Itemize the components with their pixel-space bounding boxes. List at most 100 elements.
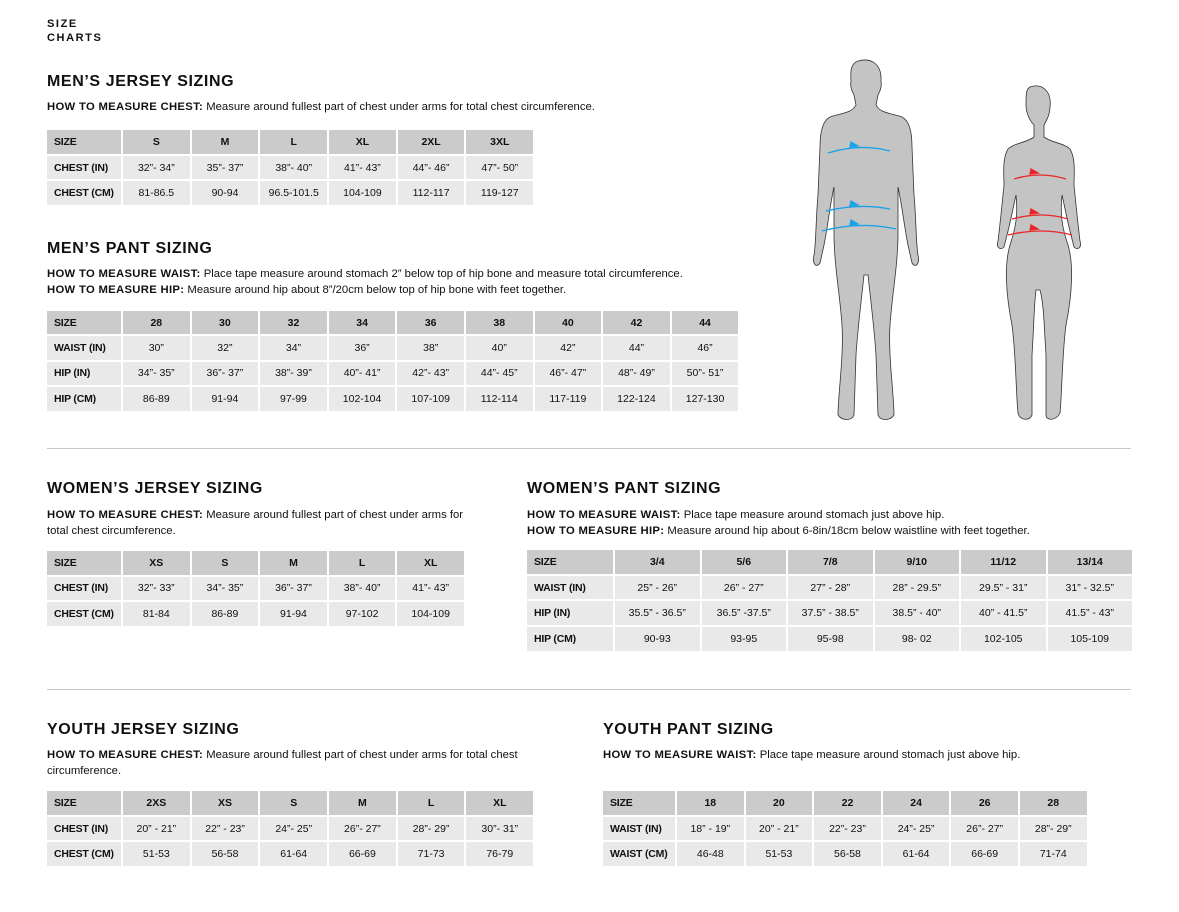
table-cell: 26” - 27” [701,575,786,600]
table-cell: 122-124 [603,387,670,411]
table-cell: 112-117 [397,181,465,206]
howto-label: HOW TO MEASURE WAIST: [527,509,681,521]
row-label: CHEST (IN) [47,155,121,180]
column-header: 3/4 [615,550,700,574]
table-header-row: SIZE XS S M L XL [47,551,464,575]
column-header: 30 [191,311,259,335]
women-pant-howto: HOW TO MEASURE WAIST: Place tape measure… [527,508,1147,539]
table-row: WAIST (CM) 46-48 51-53 56-58 61-64 66-69 71-74 [603,842,1087,867]
table-cell: 22”- 23” [814,816,881,841]
table-cell: 56-58 [191,842,259,867]
table-cell: 104-109 [329,181,396,206]
table-cell: 41.5” - 43” [1047,601,1132,626]
table-cell: 97-99 [260,387,327,411]
column-header: 28 [1019,791,1087,815]
table-cell: 91-94 [191,387,259,411]
table-cell: 90-93 [615,627,700,651]
howto-text: Place tape measure around stomach just a… [756,749,1021,761]
youth-pant-howto: HOW TO MEASURE WAIST: Place tape measure… [603,748,1143,764]
column-header: M [191,130,259,154]
column-header-size: SIZE [603,791,675,815]
table-cell: 38.5” - 40” [874,601,959,626]
row-label: HIP (CM) [47,387,121,411]
column-header: 13/14 [1047,550,1132,574]
howto-text: Measure around hip about 8”/20cm below t… [184,283,567,296]
table-cell: 28”- 29” [1019,816,1087,841]
table-cell: 81-86.5 [123,181,190,206]
table-cell: 61-64 [260,842,328,867]
row-label: CHEST (IN) [47,816,121,841]
table-cell: 91-94 [260,602,327,626]
women-jersey-title: WOMEN’S JERSEY SIZING [47,480,263,497]
women-pant-table: SIZE 3/4 5/6 7/8 9/10 11/12 13/14 WAIST (IN) 25”… [525,548,1134,653]
men-jersey-table: SIZE S M L XL 2XL 3XL CHEST (IN) 32”- 34” 35”- 37… [45,128,535,207]
table-cell: 97-102 [328,602,396,626]
table-cell: 107-109 [397,387,464,411]
column-header: 34 [328,311,396,335]
table-cell: 93-95 [701,627,786,651]
column-header: M [260,551,327,575]
heading-line-1: SIZE [47,18,78,30]
row-label: HIP (IN) [47,361,121,386]
howto-text: Measure around fullest part of chest und… [47,509,464,537]
table-row: WAIST (IN) 18” - 19” 20” - 21” 22”- 23” 24”-… [603,816,1087,841]
column-header: L [260,130,328,154]
table-row: CHEST (IN) 32”- 34” 35”- 37” 38”- 40” 41”- 4… [47,155,534,180]
column-header: 28 [123,311,190,335]
column-header: 7/8 [788,550,873,574]
table-cell: 98- 02 [874,627,959,651]
table-cell: 41”- 43” [397,576,464,600]
column-header: 24 [882,791,950,815]
column-header-size: SIZE [47,311,121,335]
table-cell: 36” [328,336,396,360]
male-figure-icon [813,59,919,420]
table-cell: 42” [534,336,602,360]
table-header-row: SIZE 28 30 32 34 36 38 40 42 44 [47,311,739,335]
column-header: 9/10 [874,550,959,574]
heading-line-2: CHARTS [47,32,103,44]
female-figure-icon [997,85,1081,420]
female-measure-arrows-icon [1007,167,1073,236]
howto-text: Place tape measure around stomach 2” bel… [200,268,683,280]
table-cell: 22” - 23” [191,816,259,841]
table-cell: 44” [603,336,670,360]
column-header: 18 [677,791,744,815]
howto-label: HOW TO MEASURE WAIST: [603,749,757,761]
table-cell: 20” - 21” [745,816,813,841]
column-header: L [328,551,396,575]
table-cell: 76-79 [466,842,534,867]
column-header: XL [466,791,534,815]
row-label: WAIST (CM) [603,842,675,867]
column-header: 11/12 [961,550,1046,574]
table-cell: 26”- 27” [329,816,396,841]
table-cell: 38” [397,336,464,360]
row-label: CHEST (CM) [47,602,121,626]
column-header: 32 [260,311,327,335]
table-cell: 27” - 28” [788,575,873,600]
column-header: 42 [603,311,670,335]
table-cell: 46” [671,336,739,360]
table-cell: 50”- 51” [671,361,739,386]
row-label: CHEST (CM) [47,181,121,206]
table-cell: 47”- 50” [466,155,534,180]
body-measurement-figures [813,59,1081,420]
table-cell: 44”- 45” [465,361,533,386]
table-cell: 26”- 27” [951,816,1018,841]
table-cell: 38”- 40” [260,155,328,180]
table-cell: 31” - 32.5” [1047,575,1132,600]
women-pant-title: WOMEN’S PANT SIZING [527,480,722,497]
table-row: WAIST (IN) 30” 32” 34” 36” 38” 40” 42” 44” 46” [47,336,739,360]
column-header: 2XS [123,791,190,815]
howto-text: Measure around fullest part of chest und… [47,749,518,777]
youth-jersey-table: SIZE 2XS XS S M L XL CHEST (IN) 20” - 21” 22” - 2… [45,789,535,868]
women-jersey-howto: HOW TO MEASURE CHEST: Measure around ful… [47,508,467,539]
men-jersey-title: MEN’S JERSEY SIZING [47,73,235,90]
youth-pant-table: SIZE 18 20 22 24 26 28 WAIST (IN) 18” - 19” 20” -… [601,789,1089,868]
table-cell: 102-105 [961,627,1046,651]
column-header-size: SIZE [47,551,121,575]
youth-pant-title: YOUTH PANT SIZING [603,721,774,738]
column-header: XL [397,551,464,575]
table-cell: 34”- 35” [191,576,259,600]
howto-label: HOW TO MEASURE CHEST: [47,509,204,521]
table-cell: 119-127 [466,181,534,206]
